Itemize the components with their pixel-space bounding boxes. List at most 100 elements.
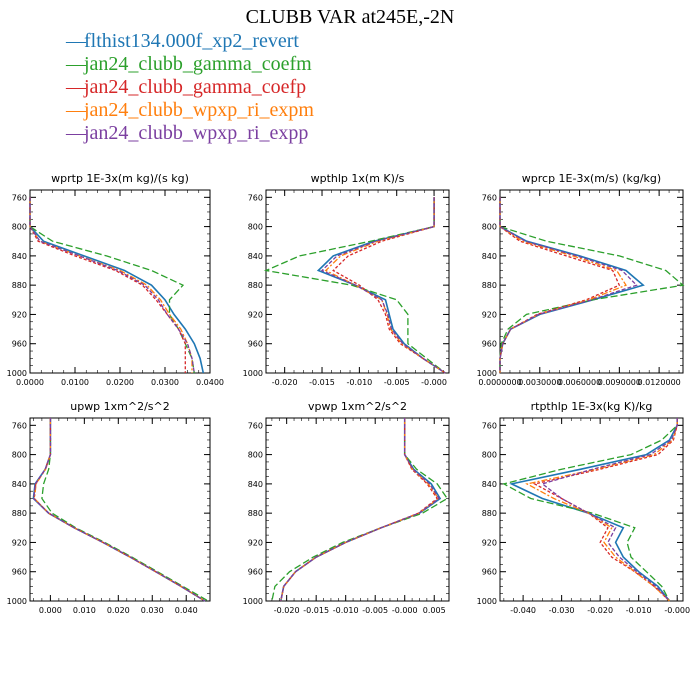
legend-swatch: — <box>66 53 86 75</box>
y-tick-label: 800 <box>12 223 27 232</box>
y-tick-label: 880 <box>12 281 27 290</box>
x-tick-label: 0.005 <box>423 606 446 615</box>
x-tick-label: 0.030 <box>141 606 164 615</box>
panel-title: upwp 1xm^2/s^2 <box>70 400 170 413</box>
series-line <box>525 418 678 602</box>
series-line <box>316 197 446 374</box>
y-tick-label: 760 <box>248 421 263 430</box>
x-tick-label: 0.0030000 <box>518 378 561 387</box>
x-tick-label: -0.040 <box>510 606 536 615</box>
y-tick-label: 760 <box>482 193 497 202</box>
x-tick-label: -0.020 <box>272 378 298 387</box>
y-tick-label: 760 <box>248 193 263 202</box>
y-tick-label: 840 <box>248 252 263 261</box>
y-tick-label: 840 <box>482 480 497 489</box>
x-tick-label: -0.015 <box>309 378 335 387</box>
series-line <box>499 197 685 373</box>
legend-label: jan24_clubb_wpxp_ri_expm <box>84 99 314 121</box>
x-tick-label: 0.010 <box>73 606 96 615</box>
series-line <box>502 418 678 602</box>
x-tick-label: -0.020 <box>587 606 613 615</box>
y-tick-label: 880 <box>482 281 497 290</box>
series-line <box>332 197 446 374</box>
y-tick-label: 1000 <box>243 369 263 378</box>
legend-label: jan24_clubb_wpxp_ri_expp <box>84 122 309 144</box>
panel-title: wprcp 1E-3x(m/s) (kg/kg) <box>522 172 661 185</box>
chart-panel: upwp 1xm^2/s^2 760 800 840 880 920 960 1000 0.00… <box>7 400 211 615</box>
series-line <box>280 418 440 602</box>
x-tick-label: 0.0000000 <box>478 378 521 387</box>
y-tick-label: 920 <box>248 538 263 547</box>
x-tick-label: -0.000 <box>421 378 447 387</box>
y-tick-label: 880 <box>482 509 497 518</box>
y-tick-label: 800 <box>482 223 497 232</box>
chart-panel: wpthlp 1x(m K)/s 760 800 840 880 920 960 1000 -0… <box>243 172 450 387</box>
y-tick-label: 800 <box>482 451 497 460</box>
series-line <box>280 418 442 602</box>
series-line <box>320 197 446 374</box>
plot-frame <box>499 417 684 602</box>
series-line <box>29 197 205 374</box>
y-tick-label: 800 <box>248 223 263 232</box>
plot-frame <box>499 189 684 374</box>
x-tick-label: 0.0120000 <box>637 378 680 387</box>
x-tick-label: -0.030 <box>549 606 575 615</box>
series-line <box>29 197 195 374</box>
panel-title: wprtp 1E-3x(m kg)/(s kg) <box>51 172 189 185</box>
chart-panel: vpwp 1xm^2/s^2 760 800 840 880 920 960 1000 -0.0… <box>243 400 450 615</box>
series-line <box>532 418 678 602</box>
legend-swatch: — <box>66 122 86 144</box>
series-line <box>29 197 193 373</box>
y-tick-label: 840 <box>248 480 263 489</box>
x-tick-label: -0.005 <box>384 378 410 387</box>
x-tick-label: -0.010 <box>333 606 359 615</box>
y-tick-label: 920 <box>482 538 497 547</box>
series-line <box>280 418 440 602</box>
legend-item: —flthist134.000f_xp2_revert <box>66 30 314 53</box>
series-line <box>509 418 679 602</box>
legend-swatch: — <box>66 76 86 98</box>
x-tick-label: 0.000 <box>39 606 62 615</box>
y-tick-label: 800 <box>248 451 263 460</box>
series-line <box>499 197 638 373</box>
x-tick-label: -0.005 <box>362 606 388 615</box>
x-tick-label: 0.040 <box>175 606 198 615</box>
panel-title: rtpthlp 1E-3x(kg K)/kg <box>531 400 653 413</box>
plot-frame <box>265 189 450 374</box>
y-tick-label: 760 <box>12 421 27 430</box>
x-tick-label: -0.010 <box>626 606 652 615</box>
x-tick-label: 0.0090000 <box>598 378 641 387</box>
y-tick-label: 1000 <box>7 597 27 606</box>
x-tick-label: 0.020 <box>107 606 130 615</box>
series-line <box>33 418 206 602</box>
y-tick-label: 960 <box>482 340 497 349</box>
series-line <box>280 418 439 602</box>
y-tick-label: 1000 <box>7 369 27 378</box>
legend-item: —jan24_clubb_gamma_coefp <box>66 76 314 99</box>
x-tick-label: 0.0100 <box>61 378 89 387</box>
y-tick-label: 920 <box>482 310 497 319</box>
legend-item: —jan24_clubb_wpxp_ri_expm <box>66 99 314 122</box>
chart-panel: rtpthlp 1E-3x(kg K)/kg 760 800 840 880 920 960… <box>477 400 690 615</box>
x-tick-label: -0.000 <box>392 606 418 615</box>
y-tick-label: 840 <box>12 480 27 489</box>
legend-item: —jan24_clubb_gamma_coefm <box>66 53 314 76</box>
x-tick-label: 0.0200 <box>106 378 134 387</box>
plot-frame <box>29 189 211 374</box>
x-tick-label: -0.015 <box>303 606 329 615</box>
legend-item: —jan24_clubb_wpxp_ri_expp <box>66 122 314 145</box>
y-tick-label: 1000 <box>477 369 497 378</box>
y-tick-label: 960 <box>248 568 263 577</box>
y-tick-label: 960 <box>248 340 263 349</box>
y-tick-label: 920 <box>12 538 27 547</box>
plot-frame <box>29 417 211 602</box>
series-line <box>29 197 186 373</box>
y-tick-label: 960 <box>482 568 497 577</box>
y-tick-label: 960 <box>12 340 27 349</box>
x-tick-label: 0.0060000 <box>558 378 601 387</box>
y-tick-label: 880 <box>248 509 263 518</box>
series-line <box>32 418 206 602</box>
x-tick-label: 0.0000 <box>16 378 44 387</box>
